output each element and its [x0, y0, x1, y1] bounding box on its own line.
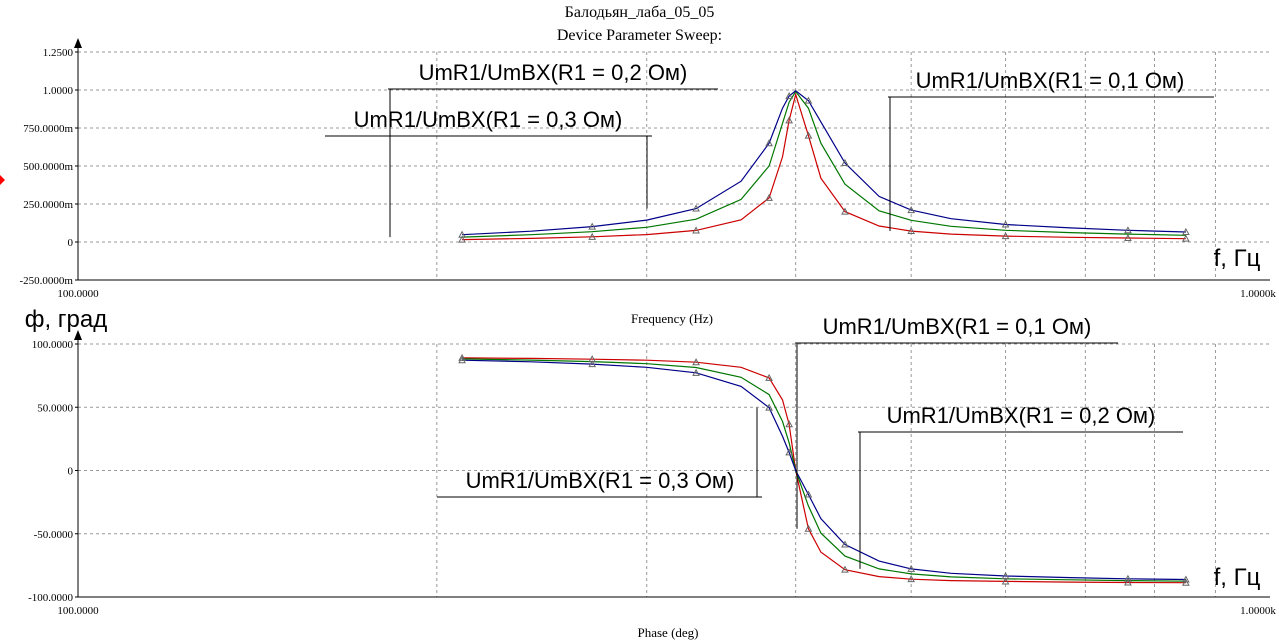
plot2-y-arrow-icon: [74, 330, 82, 340]
chart-subtitle: Device Parameter Sweep:: [556, 27, 723, 44]
plot2-annotation-label: UmR1/UmBX(R1 = 0,2 Ом): [887, 403, 1156, 428]
plot1-y-tick-label: 250.0000m: [23, 199, 73, 211]
plot1-y-tick-label: 0: [68, 237, 74, 249]
plot2-data-point: [785, 448, 793, 456]
plot1-data-point: [841, 158, 849, 166]
plot2-data-point: [804, 524, 813, 532]
plot1-data-point: [692, 226, 700, 234]
plot1-y-tick-label: 750.0000m: [23, 123, 73, 135]
plot1-data-point: [1124, 234, 1132, 242]
plot2-data-point: [907, 575, 916, 583]
plot2-annotation-label: UmR1/UmBX(R1 = 0,3 Ом): [466, 468, 735, 493]
plot1-data-point: [588, 232, 597, 240]
plot1-data-point: [765, 139, 773, 147]
plot1-data-point: [785, 116, 793, 124]
plot2-group: [74, 330, 1270, 598]
plot1-data-point: [907, 227, 916, 235]
plot2-data-point: [1001, 577, 1010, 585]
cursor-marker-icon: [0, 175, 5, 185]
plot2-data-point: [1001, 571, 1010, 580]
plot1-data-point: [1182, 227, 1190, 235]
plot1-annotation-label: UmR1/UmBX(R1 = 0,2 Ом): [419, 60, 688, 85]
plot2-data-point: [458, 353, 466, 361]
plot2-data-point: [1124, 574, 1132, 582]
plot2-data-point: [841, 540, 849, 548]
plot2-unit-label: f, Гц: [1214, 564, 1261, 591]
plot1-data-point: [785, 92, 793, 100]
plot1-data-point: [841, 207, 849, 215]
plot1-data-point: [692, 204, 700, 212]
plot2-y-tick-label: 50.0000: [37, 402, 73, 414]
plot2-data-point: [907, 564, 916, 572]
plot2-series-line: [462, 359, 1186, 581]
plot2-data-point: [765, 403, 773, 411]
plot1-data-point: [804, 96, 813, 104]
plot2-y-label: ф, град: [25, 306, 108, 333]
plot1-data-point: [765, 193, 773, 201]
plot1-annotation-label: UmR1/UmBX(R1 = 0,3 Ом): [354, 107, 623, 132]
plot2-data-point: [1124, 578, 1132, 586]
plot1-y-tick-label: 1.2500: [43, 47, 74, 59]
plot2-y-tick-label: 0: [68, 466, 74, 478]
plot1-y-tick-label: 1.0000: [43, 85, 74, 97]
plot2-x-tick-label: 100.0000: [57, 605, 99, 617]
plot2-y-tick-label: 100.0000: [32, 339, 74, 351]
plot1-series-line: [462, 90, 1186, 236]
plot1-unit-label: f, Гц: [1214, 245, 1261, 272]
plot2-y-tick-label: -50.0000: [34, 529, 74, 541]
plot2-data-point: [588, 360, 597, 368]
plot1-series-line: [462, 92, 1186, 241]
plot2-data-point: [458, 356, 466, 364]
plot2-data-point: [692, 358, 700, 366]
plot1-data-point: [1182, 234, 1190, 242]
plot1-y-tick-label: -250.0000m: [20, 275, 74, 287]
plot1-x-tick-label: 1.0000k: [1240, 288, 1276, 300]
plot2-data-point: [1182, 575, 1190, 583]
plot1-y-arrow-icon: [74, 38, 82, 48]
chart-title: Балодьян_лаба_05_05: [564, 4, 715, 21]
plot1-data-point: [1001, 220, 1010, 228]
plot1-data-point: [458, 235, 466, 243]
plot1-data-point: [907, 206, 916, 214]
plot1-y-tick-label: 500.0000m: [23, 161, 73, 173]
plot1-data-point: [458, 230, 466, 238]
plot1-series-line: [462, 90, 1186, 238]
plot2-x-tick-label: 1.0000k: [1240, 605, 1276, 617]
plot1-data-point: [1001, 232, 1010, 240]
plot2-data-point: [785, 420, 793, 428]
plot1-data-point: [1124, 226, 1132, 234]
plot2-data-point: [841, 565, 849, 573]
plot2-data-point: [804, 490, 813, 498]
plot2-x-label: Phase (deg): [637, 625, 698, 640]
plot1-x-tick-label: 100.0000: [57, 288, 99, 300]
plot1-group: [74, 38, 1270, 281]
plot2-series-line: [462, 358, 1186, 582]
plot1-x-label: Frequency (Hz): [631, 311, 713, 326]
plot2-annotation-label: UmR1/UmBX(R1 = 0,1 Ом): [823, 314, 1092, 339]
plot2-data-point: [692, 368, 700, 376]
plot2-series-line: [462, 357, 1186, 584]
plot2-y-tick-label: -100.0000: [28, 592, 73, 604]
plot1-annotation-label: UmR1/UmBX(R1 = 0,1 Ом): [916, 68, 1185, 93]
plot1-data-point: [804, 131, 813, 139]
plot1-data-point: [588, 222, 597, 230]
plot2-data-point: [765, 373, 773, 381]
